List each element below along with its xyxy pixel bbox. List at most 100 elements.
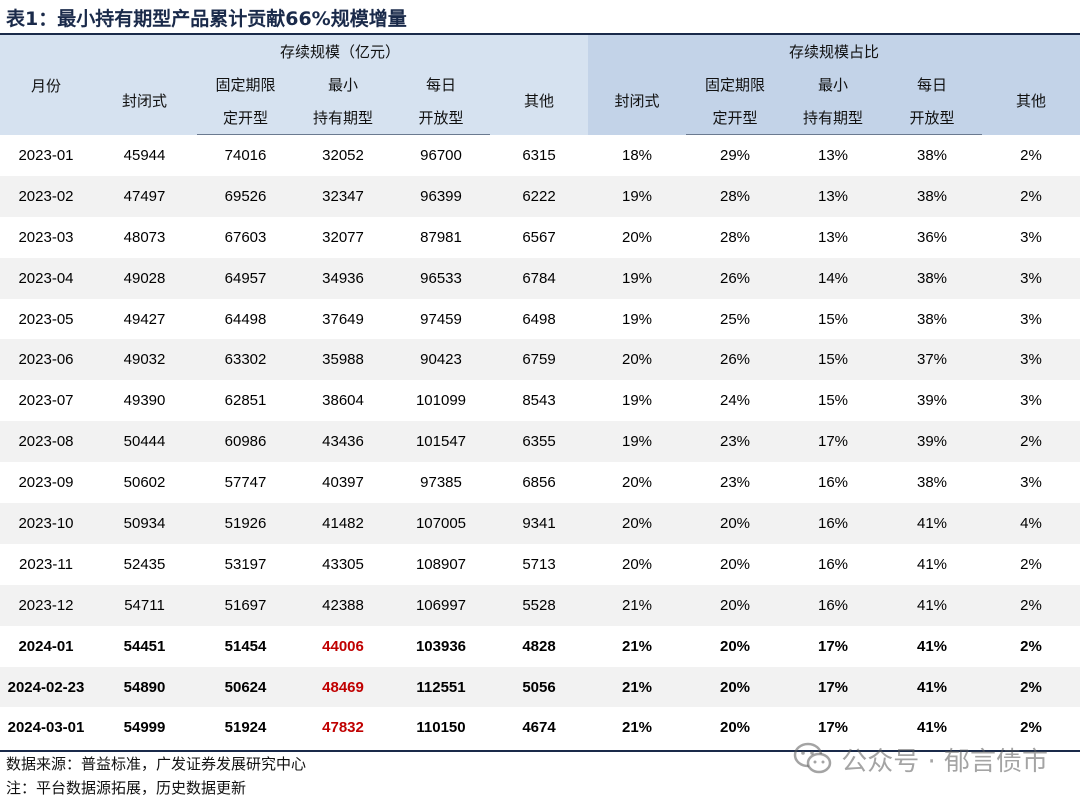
cell-scale: 6355 (490, 421, 589, 463)
cell-share: 2% (1020, 719, 1042, 737)
cell-scale: 49032 (92, 339, 197, 381)
cell-share: 21% (622, 719, 653, 737)
cell-scale: 5713 (522, 555, 556, 573)
cell-share: 4% (982, 503, 1080, 544)
cell-share: 16% (784, 503, 883, 544)
cell-scale: 87981 (420, 228, 462, 246)
cell-share: 39% (917, 392, 948, 410)
table-header: 月份 存续规模（亿元） 存续规模占比 封闭式 固定期限 最小 每日 其他 封闭式… (0, 35, 1080, 135)
cell-scale: 6567 (522, 228, 556, 246)
cell-share: 28% (720, 228, 751, 246)
cell-scale: 50444 (92, 421, 197, 463)
header-scale-fixed-l2: 定开型 (197, 101, 294, 135)
cell-month: 2023-09 (18, 474, 74, 492)
cell-scale: 41482 (294, 503, 392, 544)
cell-share: 21% (622, 637, 653, 655)
header-share-minhold-l1: 最小 (784, 67, 883, 101)
table-row: 2023-06 49032 63302 35988 90423 6759 20% 26% 15%… (0, 339, 1080, 381)
cell-share: 17% (818, 637, 849, 655)
cell-scale: 49028 (92, 257, 197, 299)
table-row: 2024-02-23 54890 50624 48469 112551 5056 21% 20… (0, 666, 1080, 708)
cell-share: 25% (720, 310, 751, 328)
cell-share: 20% (622, 474, 653, 492)
data-table: 月份 存续规模（亿元） 存续规模占比 封闭式 固定期限 最小 每日 其他 封闭式… (0, 35, 1080, 748)
header-scale-daily-l1: 每日 (392, 67, 490, 101)
cell-scale: 42388 (294, 584, 392, 626)
cell-month: 2023-04 (0, 257, 92, 299)
cell-scale: 110150 (416, 719, 466, 737)
cell-scale: 47497 (92, 175, 197, 217)
cell-share: 14% (784, 257, 883, 299)
cell-share: 41% (882, 584, 983, 626)
header-share-fixed-l1: 固定期限 (686, 67, 785, 101)
cell-share: 13% (784, 175, 883, 217)
cell-scale: 51926 (197, 503, 294, 544)
cell-scale: 9341 (490, 503, 589, 544)
header-share-closed: 封闭式 (588, 67, 687, 135)
header-group-scale: 存续规模（亿元） (92, 35, 589, 67)
cell-share: 38% (917, 146, 948, 164)
cell-share: 13% (818, 228, 849, 246)
table-row: 2023-09 50602 57747 40397 97385 6856 20% 23% 16%… (0, 462, 1080, 503)
cell-share: 26% (686, 257, 785, 299)
cell-share: 2% (1020, 637, 1042, 655)
cell-scale: 107005 (392, 503, 490, 544)
cell-scale: 96533 (392, 257, 490, 299)
cell-share: 41% (882, 666, 983, 708)
cell-scale: 43436 (294, 421, 392, 463)
cell-scale: 108907 (415, 555, 467, 573)
cell-share: 41% (882, 503, 983, 544)
cell-share: 20% (622, 555, 653, 573)
cell-scale: 69526 (197, 175, 294, 217)
cell-share: 36% (917, 228, 948, 246)
header-scale-fixed-l1: 固定期限 (197, 67, 294, 101)
cell-share: 24% (720, 392, 751, 410)
cell-share: 28% (686, 175, 785, 217)
cell-share: 41% (917, 555, 948, 573)
cell-share: 20% (588, 503, 687, 544)
cell-scale: 49390 (123, 392, 166, 410)
cell-share: 2% (1020, 555, 1042, 573)
cell-scale: 6759 (490, 339, 589, 381)
cell-share: 2% (982, 666, 1080, 708)
cell-scale: 112551 (392, 666, 490, 708)
remark-note: 注：平台数据源拓展，历史数据更新 (6, 779, 247, 797)
cell-share: 16% (818, 555, 849, 573)
cell-scale: 90423 (392, 339, 490, 381)
cell-share: 38% (917, 310, 948, 328)
cell-share: 18% (622, 146, 653, 164)
table-row: 2023-07 49390 62851 38604 101099 8543 19% 24% 15… (0, 380, 1080, 421)
cell-scale: 64957 (197, 257, 294, 299)
table-body: 2023-01 45944 74016 32052 96700 6315 18% 29% 13%… (0, 135, 1080, 749)
cell-scale: 8543 (522, 392, 556, 410)
cell-share: 38% (882, 257, 983, 299)
cell-scale: 54451 (123, 637, 166, 655)
cell-scale: 6315 (522, 146, 556, 164)
cell-share: 19% (622, 310, 653, 328)
header-scale-daily-l2: 开放型 (392, 101, 490, 135)
cell-month: 2023-05 (18, 310, 74, 328)
cell-share: 2% (1020, 146, 1042, 164)
cell-month: 2024-02-23 (0, 666, 92, 708)
cell-scale: 32052 (322, 146, 364, 164)
cell-share: 3% (1020, 310, 1042, 328)
cell-scale: 96399 (392, 175, 490, 217)
cell-share: 15% (784, 339, 883, 381)
cell-share: 37% (882, 339, 983, 381)
watermark-text: 公众号 · 郁言债市 (841, 746, 1048, 777)
cell-month: 2023-03 (18, 228, 74, 246)
cell-scale: 50602 (123, 474, 166, 492)
cell-share: 19% (622, 392, 653, 410)
table-row: 2023-04 49028 64957 34936 96533 6784 19% 26% 14%… (0, 257, 1080, 299)
cell-share: 38% (917, 474, 948, 492)
cell-share: 20% (686, 584, 785, 626)
cell-share: 15% (818, 310, 849, 328)
cell-scale: 4828 (522, 637, 556, 655)
cell-scale: 60986 (197, 421, 294, 463)
cell-scale: 37649 (322, 310, 364, 328)
cell-share: 2% (982, 175, 1080, 217)
cell-month: 2023-11 (19, 555, 73, 573)
cell-share: 20% (720, 719, 751, 737)
cell-scale: 49427 (123, 310, 166, 328)
cell-scale: 50934 (92, 503, 197, 544)
